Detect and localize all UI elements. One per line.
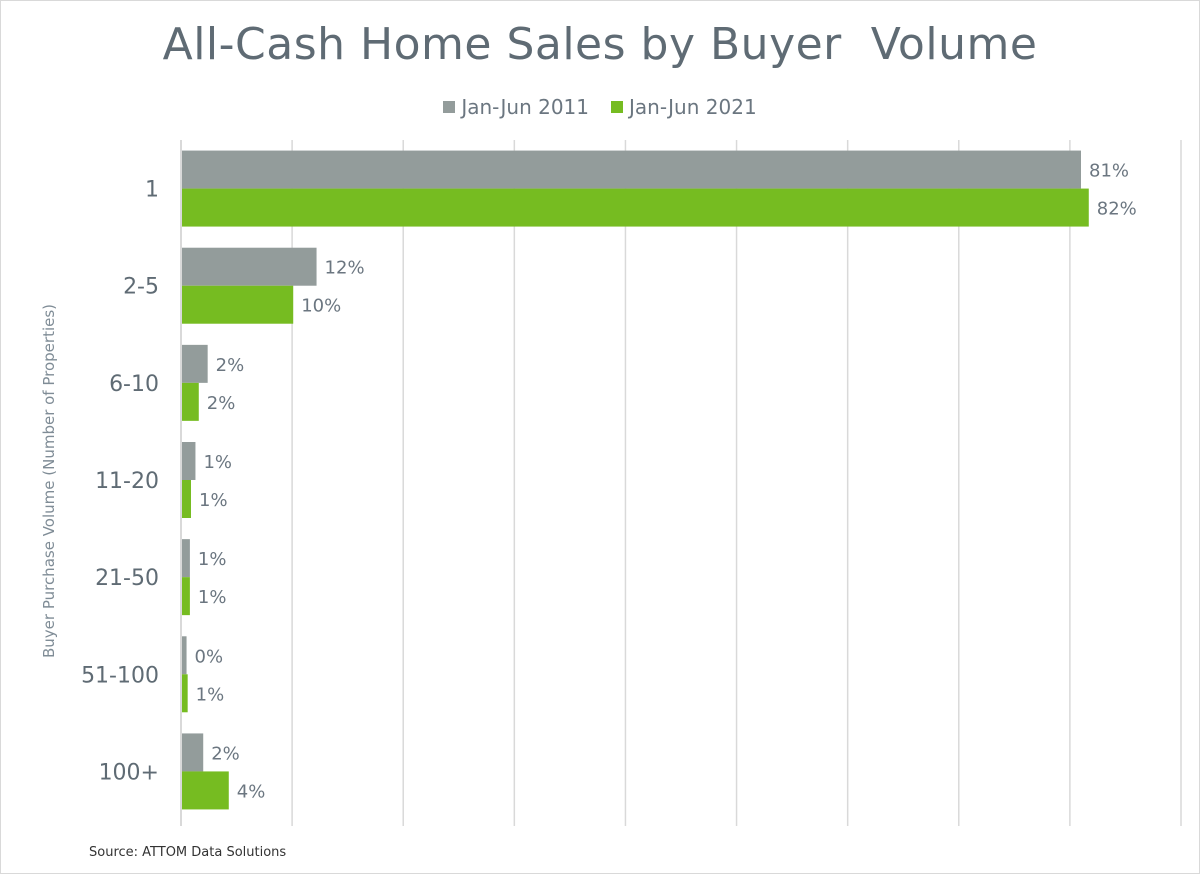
legend-swatch-2021: [611, 101, 623, 113]
bar-2011: [181, 344, 208, 383]
legend-label-2021: Jan-Jun 2021: [629, 95, 757, 119]
data-label: 1%: [203, 452, 232, 473]
data-label: 12%: [325, 258, 365, 279]
data-label: 2%: [207, 393, 236, 414]
data-label: 82%: [1097, 199, 1137, 220]
bar-2021: [181, 577, 190, 616]
bar-2011: [181, 733, 204, 772]
category-label: 1: [145, 178, 159, 203]
category-label: 100+: [99, 760, 159, 785]
category-label: 6-10: [109, 372, 159, 397]
data-label: 1%: [199, 490, 228, 511]
bar-2021: [181, 382, 199, 421]
source-note: Source: ATTOM Data Solutions: [89, 845, 287, 860]
bar-2021: [181, 771, 229, 810]
bar-2011: [181, 636, 187, 675]
chart-title: All-Cash Home Sales by Buyer Volume: [162, 19, 1038, 70]
bar-2021: [181, 188, 1089, 227]
bar-2021: [181, 285, 294, 324]
legend-label-2011: Jan-Jun 2011: [461, 95, 589, 119]
data-label: 1%: [196, 684, 225, 705]
category-label: 21-50: [95, 566, 159, 591]
bar-2011: [181, 247, 317, 286]
bar-2021: [181, 480, 191, 518]
legend-item-2011: Jan-Jun 2011: [443, 95, 589, 119]
data-label: 1%: [198, 549, 227, 570]
category-label: 51-100: [81, 663, 159, 688]
legend-swatch-2011: [443, 101, 456, 113]
data-label: 0%: [195, 646, 224, 667]
data-label: 81%: [1089, 161, 1129, 182]
data-label: 2%: [216, 355, 245, 376]
bar-2011: [181, 150, 1081, 189]
data-label: 1%: [198, 587, 227, 608]
data-label: 4%: [237, 781, 266, 802]
legend: Jan-Jun 2011 Jan-Jun 2021: [1, 95, 1199, 119]
legend-item-2021: Jan-Jun 2021: [611, 95, 757, 119]
bar-2011: [181, 442, 196, 480]
data-label: 2%: [211, 743, 240, 764]
category-label: 2-5: [123, 275, 159, 300]
category-label: 11-20: [95, 469, 159, 494]
bar-2021: [181, 674, 188, 713]
bar-2011: [181, 539, 190, 578]
data-label: 10%: [301, 296, 341, 317]
